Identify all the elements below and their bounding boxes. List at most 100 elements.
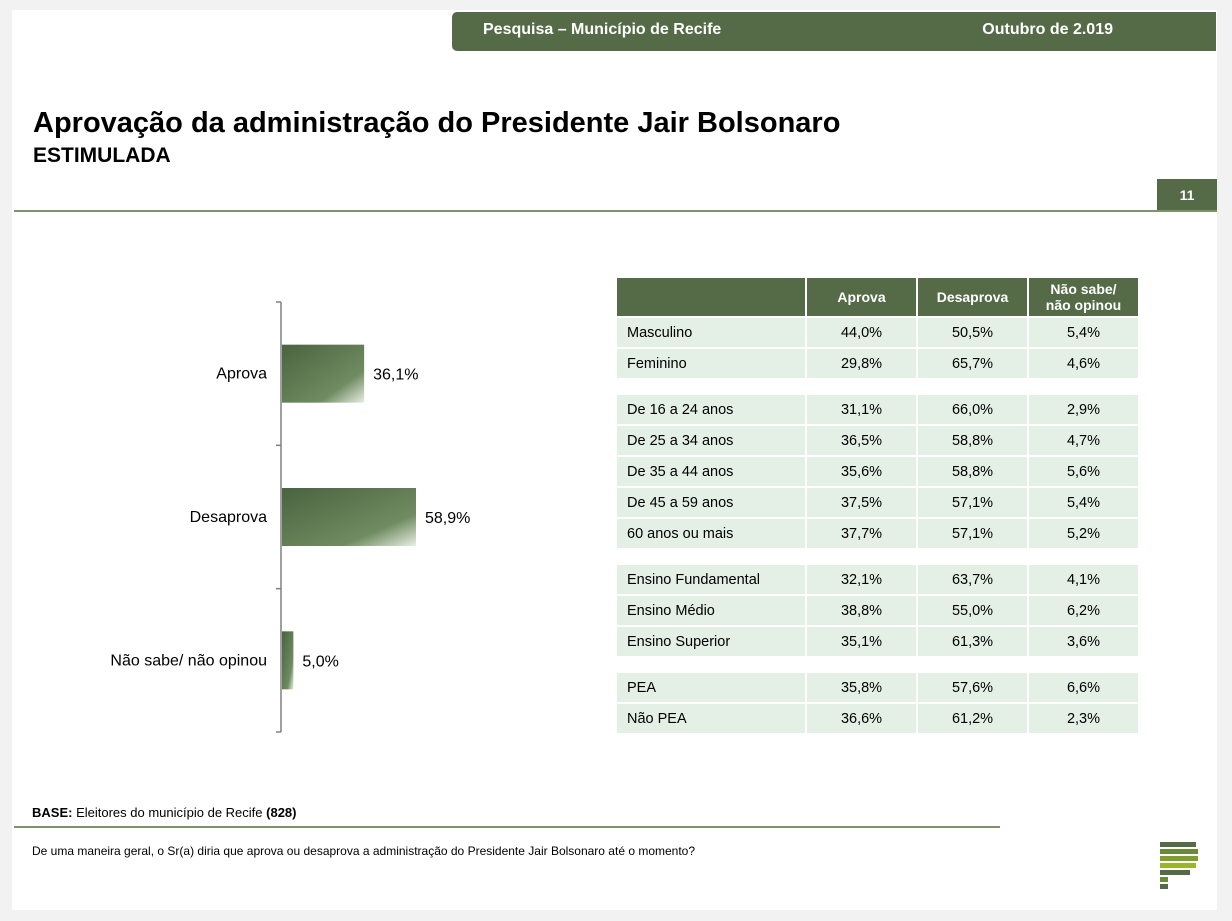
table-cell: 63,7% — [918, 565, 1027, 594]
row-label: De 35 a 44 anos — [617, 457, 805, 486]
table-cell: 3,6% — [1029, 627, 1138, 656]
table-cell: 2,9% — [1029, 395, 1138, 424]
table-row: PEA 35,8% 57,6% 6,6% — [617, 673, 1138, 702]
page-title: Aprovação da administração do Presidente… — [33, 107, 841, 139]
bar-2 — [282, 631, 294, 690]
company-logo — [1160, 842, 1198, 889]
row-label: Não PEA — [617, 704, 805, 733]
row-label: De 16 a 24 anos — [617, 395, 805, 424]
row-label: Ensino Médio — [617, 596, 805, 625]
table-cell: 61,3% — [918, 627, 1027, 656]
table-header-blank — [617, 278, 805, 316]
table-cell: 44,0% — [807, 318, 916, 347]
category-label: Desaprova — [190, 509, 267, 526]
table-cell: 35,8% — [807, 673, 916, 702]
row-label: Ensino Superior — [617, 627, 805, 656]
table-cell: 50,5% — [918, 318, 1027, 347]
survey-question: De uma maneira geral, o Sr(a) diria que … — [32, 844, 696, 858]
row-label: 60 anos ou mais — [617, 519, 805, 548]
table-cell: 37,7% — [807, 519, 916, 548]
table-cell: 35,1% — [807, 627, 916, 656]
base-note: BASE: Eleitores do município de Recife (… — [32, 805, 297, 820]
page-number-badge: 11 — [1157, 179, 1217, 211]
row-label: De 25 a 34 anos — [617, 426, 805, 455]
table-cell: 2,3% — [1029, 704, 1138, 733]
column-header-nao-sabe-text: Não sabe/ não opinou — [1045, 281, 1122, 313]
table-cell: 57,1% — [918, 488, 1027, 517]
bar-0 — [282, 344, 365, 403]
table-cell: 65,7% — [918, 349, 1027, 378]
table-cell: 58,8% — [918, 426, 1027, 455]
table-row: Feminino 29,8% 65,7% 4,6% — [617, 349, 1138, 378]
table-cell: 61,2% — [918, 704, 1027, 733]
spacer-cell — [918, 550, 1027, 563]
value-label: 5,0% — [302, 653, 338, 670]
table-row: De 45 a 59 anos 37,5% 57,1% 5,4% — [617, 488, 1138, 517]
header-divider — [14, 210, 1217, 212]
table-cell: 36,6% — [807, 704, 916, 733]
spacer-cell — [918, 380, 1027, 393]
table-cell: 4,7% — [1029, 426, 1138, 455]
category-label: Aprova — [216, 366, 267, 383]
bar-1 — [282, 488, 416, 546]
value-label: 36,1% — [373, 367, 418, 384]
table-cell: 57,1% — [918, 519, 1027, 548]
table-spacer — [617, 658, 1138, 671]
spacer-cell — [807, 380, 916, 393]
spacer-cell — [1029, 380, 1138, 393]
category-label: Não sabe/ não opinou — [110, 652, 267, 669]
table-cell: 66,0% — [918, 395, 1027, 424]
table-cell: 29,8% — [807, 349, 916, 378]
page-subtitle: ESTIMULADA — [33, 144, 171, 167]
row-label: De 45 a 59 anos — [617, 488, 805, 517]
table-cell: 37,5% — [807, 488, 916, 517]
table-cell: 55,0% — [918, 596, 1027, 625]
spacer-cell — [617, 550, 805, 563]
spacer-cell — [617, 380, 805, 393]
row-label: Masculino — [617, 318, 805, 347]
table-cell: 4,6% — [1029, 349, 1138, 378]
spacer-cell — [807, 658, 916, 671]
column-header-desaprova: Desaprova — [918, 278, 1027, 316]
table-row: Ensino Superior 35,1% 61,3% 3,6% — [617, 627, 1138, 656]
table-row: Não PEA 36,6% 61,2% 2,3% — [617, 704, 1138, 733]
row-label: Ensino Fundamental — [617, 565, 805, 594]
column-header-nao-sabe: Não sabe/ não opinou — [1029, 278, 1138, 316]
spacer-cell — [807, 550, 916, 563]
table-body: Masculino 44,0% 50,5% 5,4% Feminino 29,8% 65,7… — [617, 318, 1138, 733]
table-cell: 4,1% — [1029, 565, 1138, 594]
survey-title: Pesquisa – Município de Recife — [483, 21, 722, 38]
table-cell: 38,8% — [807, 596, 916, 625]
column-header-aprova: Aprova — [807, 278, 916, 316]
table-cell: 31,1% — [807, 395, 916, 424]
base-text: Eleitores do município de Recife — [76, 805, 263, 820]
table-spacer — [617, 550, 1138, 563]
table-row: 60 anos ou mais 37,7% 57,1% 5,2% — [617, 519, 1138, 548]
table-cell: 5,2% — [1029, 519, 1138, 548]
value-label: 58,9% — [425, 510, 470, 527]
spacer-cell — [617, 658, 805, 671]
spacer-cell — [1029, 550, 1138, 563]
approval-bar-chart: Aprova 36,1% Desaprova 58,9% Não sabe/ não o… — [110, 301, 470, 733]
table-cell: 6,2% — [1029, 596, 1138, 625]
table-row: De 16 a 24 anos 31,1% 66,0% 2,9% — [617, 395, 1138, 424]
table-cell: 5,4% — [1029, 318, 1138, 347]
spacer-cell — [1029, 658, 1138, 671]
table-row: Ensino Fundamental 32,1% 63,7% 4,1% — [617, 565, 1138, 594]
footer-divider — [14, 826, 1000, 828]
base-count: (828) — [266, 805, 297, 820]
row-label: PEA — [617, 673, 805, 702]
table-cell: 5,4% — [1029, 488, 1138, 517]
table-cell: 32,1% — [807, 565, 916, 594]
table-row: Masculino 44,0% 50,5% 5,4% — [617, 318, 1138, 347]
table-header-row: Aprova Desaprova Não sabe/ não opinou — [617, 278, 1138, 316]
breakdown-table: Aprova Desaprova Não sabe/ não opinou Ma… — [615, 276, 1140, 735]
table-cell: 5,6% — [1029, 457, 1138, 486]
table-row: De 25 a 34 anos 36,5% 58,8% 4,7% — [617, 426, 1138, 455]
spacer-cell — [918, 658, 1027, 671]
survey-date: Outubro de 2.019 — [982, 21, 1113, 38]
table-cell: 35,6% — [807, 457, 916, 486]
base-label: BASE: — [32, 805, 73, 820]
table-row: De 35 a 44 anos 35,6% 58,8% 5,6% — [617, 457, 1138, 486]
row-label: Feminino — [617, 349, 805, 378]
